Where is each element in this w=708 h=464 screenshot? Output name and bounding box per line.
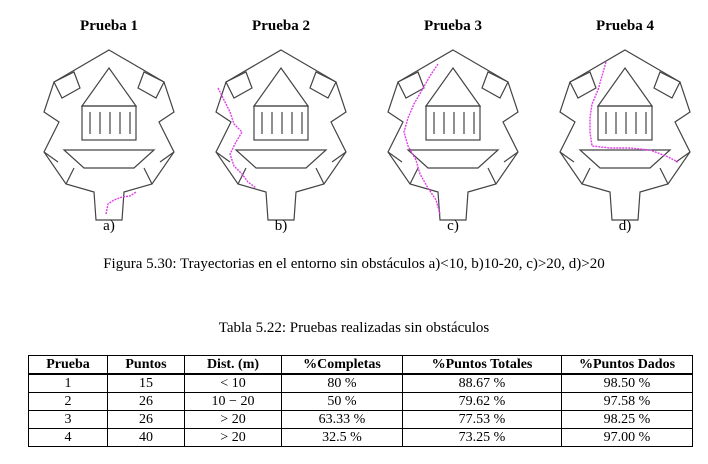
table-cell: 79.62 %: [402, 392, 562, 411]
table-cell: 73.25 %: [402, 428, 562, 447]
table-cell: 50 %: [281, 392, 403, 411]
table-cell: > 20: [184, 410, 282, 429]
table-cell: 63.33 %: [281, 410, 403, 429]
column-header: %Completas: [281, 355, 403, 375]
table-cell: 80 %: [281, 373, 403, 393]
table-row: 1 15 < 10 80 % 88.67 % 98.50 %: [28, 373, 693, 393]
results-table: Prueba Puntos Dist. (m) %Completas %Punt…: [28, 355, 693, 447]
table-cell: 97.58 %: [561, 392, 693, 411]
figure-caption: Figura 5.30: Trayectorias en el entorno …: [103, 256, 605, 272]
column-header: %Puntos Dados: [561, 355, 693, 375]
table-row: 3 26 > 20 63.33 % 77.53 % 98.25 %: [28, 410, 693, 429]
trajectory-path: [217, 87, 257, 189]
trajectory-path: [403, 63, 441, 215]
table-cell: 77.53 %: [402, 410, 562, 429]
table-cell: 98.25 %: [561, 410, 693, 429]
floorplan-diagram: [215, 49, 347, 221]
trajectory-path: [589, 61, 679, 163]
table-cell: 3: [28, 410, 108, 429]
table-cell: 4: [28, 428, 108, 447]
table-cell: 97.00 %: [561, 428, 693, 447]
panel-label: b): [274, 218, 288, 234]
column-header: %Puntos Totales: [402, 355, 562, 375]
floorplan-diagram: [559, 49, 691, 221]
table-cell: 26: [107, 392, 185, 411]
table-cell: > 20: [184, 428, 282, 447]
column-header: Puntos: [107, 355, 185, 375]
table-cell: 10 − 20: [184, 392, 282, 411]
table-cell: 32.5 %: [281, 428, 403, 447]
panel-title: Prueba 3: [424, 18, 482, 34]
panel-title: Prueba 1: [80, 18, 138, 34]
figure-panel-2: Prueba 2 b): [196, 12, 366, 238]
table-row: 4 40 > 20 32.5 % 73.25 % 97.00 %: [28, 428, 693, 447]
table-cell: 26: [107, 410, 185, 429]
table-cell: < 10: [184, 373, 282, 393]
trajectory-path: [105, 191, 137, 215]
table-cell: 1: [28, 373, 108, 393]
table-cell: 88.67 %: [402, 373, 562, 393]
column-header: Prueba: [28, 355, 108, 375]
panel-title: Prueba 4: [596, 18, 654, 34]
figure-panel-3: Prueba 3 c): [368, 12, 538, 238]
panel-label: a): [103, 218, 115, 234]
table-cell: 40: [107, 428, 185, 447]
table-cell: 2: [28, 392, 108, 411]
table-row: 2 26 10 − 20 50 % 79.62 % 97.58 %: [28, 392, 693, 411]
table-header-row: Prueba Puntos Dist. (m) %Completas %Punt…: [28, 355, 693, 375]
panel-title: Prueba 2: [252, 18, 310, 34]
panel-label: d): [618, 218, 632, 234]
table-cell: 15: [107, 373, 185, 393]
floorplan-diagram: [43, 49, 175, 221]
table-caption: Tabla 5.22: Pruebas realizadas sin obstá…: [218, 320, 490, 336]
floorplan-diagram: [387, 49, 519, 221]
panel-label: c): [447, 218, 459, 234]
figure-panel-1: Prueba 1 a): [24, 12, 194, 238]
figure-panel-4: Prueba 4 d): [540, 12, 708, 238]
column-header: Dist. (m): [184, 355, 282, 375]
table-cell: 98.50 %: [561, 373, 693, 393]
